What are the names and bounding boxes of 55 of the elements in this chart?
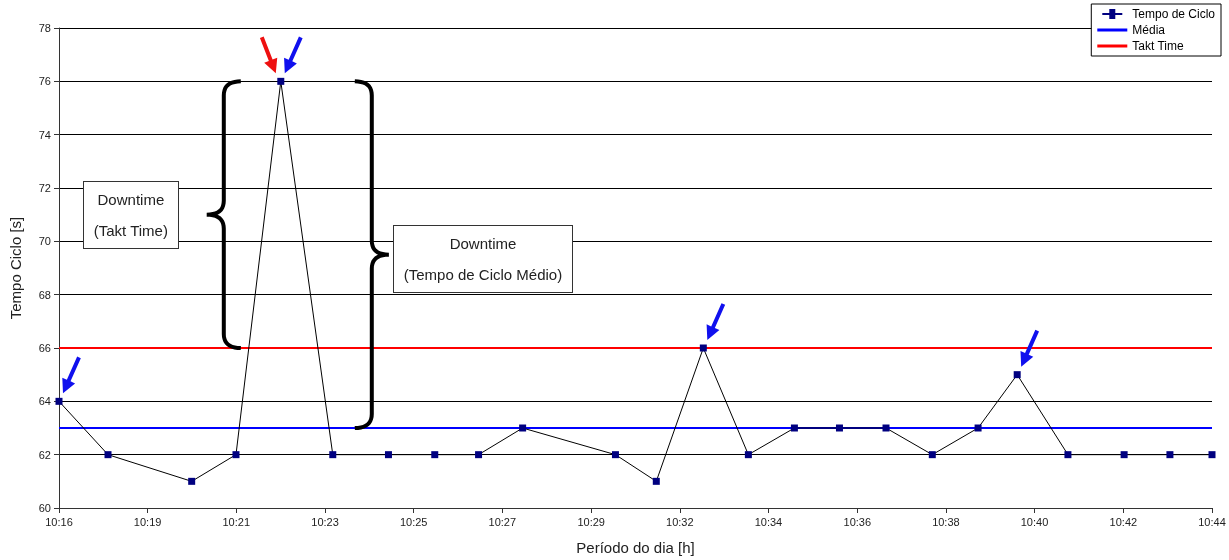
y-tick-label: 60 [38,502,51,514]
x-tick-label: 10:27 [488,515,517,528]
y-tick-label: 78 [38,22,51,34]
point [104,451,112,459]
point [1064,451,1072,459]
point [1013,371,1021,379]
annotation: Downtime (Tempo de Ciclo Médio) [392,225,574,294]
x-tick-label: 10:23 [311,515,339,528]
y-tick-label: 62 [38,448,51,461]
point [232,451,240,459]
point [384,451,392,459]
y-tick-label: 76 [38,75,51,88]
y-tick-label: 64 [38,395,51,408]
point [431,451,439,459]
point [475,451,483,459]
x-tick-label: 10:21 [222,515,250,528]
annotation: Downtime (Takt Time) [82,181,179,250]
y-tick-label: 66 [38,342,51,354]
point [790,424,798,432]
x-tick-label: 10:44 [1198,515,1226,528]
point [188,477,196,485]
x-tick-label: 10:38 [932,515,960,528]
point [277,77,285,85]
y-tick-label: 70 [38,235,51,248]
x-tick-label: 10:19 [133,515,162,528]
x-tick-label: 10:34 [754,515,783,528]
point [928,451,936,459]
x-axis-title: Período do dia [h] [576,539,695,556]
point [974,424,982,432]
point [55,397,63,405]
legend-label: Takt Time [1132,39,1184,53]
point [744,451,752,459]
x-tick-label: 10:36 [843,515,872,528]
point [652,477,660,485]
point [1166,451,1174,459]
x-tick-label: 10:32 [666,515,694,528]
y-tick-label: 74 [38,128,51,141]
x-tick-label: 10:25 [399,515,428,528]
point [882,424,890,432]
point [611,451,619,459]
point [1120,451,1128,459]
point [835,424,843,432]
y-tick-label: 68 [38,288,51,301]
legend-label: Média [1132,23,1166,37]
legend-label: Tempo de Ciclo [1132,7,1216,21]
y-axis-title: Tempo Ciclo [s] [7,216,24,320]
x-tick-label: 10:16 [45,515,73,528]
point [519,424,527,432]
x-tick-label: 10:29 [577,515,605,528]
point [1208,451,1216,459]
x-tick-label: 10:40 [1020,515,1049,528]
x-tick-label: 10:42 [1109,515,1138,528]
y-tick-label: 72 [38,182,51,194]
point [699,344,707,352]
point [329,451,337,459]
